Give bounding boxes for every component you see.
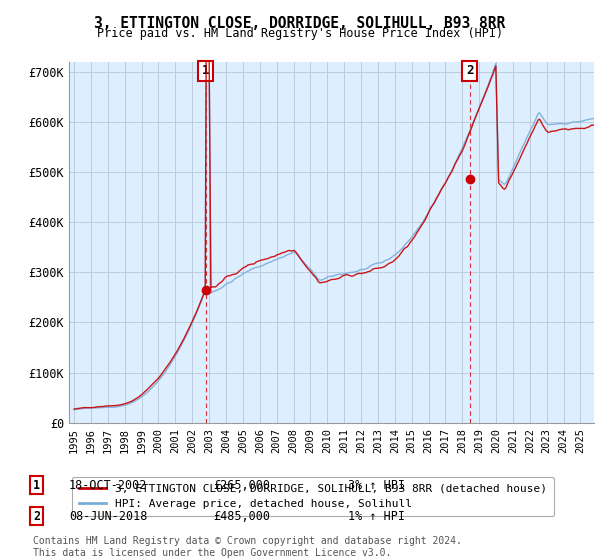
Text: 2: 2 [33,510,40,522]
Text: 08-JUN-2018: 08-JUN-2018 [69,510,148,522]
Text: 18-OCT-2002: 18-OCT-2002 [69,479,148,492]
Text: 1% ↑ HPI: 1% ↑ HPI [348,510,405,522]
Text: 1: 1 [33,479,40,492]
Text: Contains HM Land Registry data © Crown copyright and database right 2024.
This d: Contains HM Land Registry data © Crown c… [33,536,462,558]
Text: £265,000: £265,000 [213,479,270,492]
Text: 2: 2 [466,64,473,77]
Text: 3% ↑ HPI: 3% ↑ HPI [348,479,405,492]
Text: 1: 1 [202,64,209,77]
Text: £485,000: £485,000 [213,510,270,522]
Text: 3, ETTINGTON CLOSE, DORRIDGE, SOLIHULL, B93 8RR: 3, ETTINGTON CLOSE, DORRIDGE, SOLIHULL, … [94,16,506,31]
Text: Price paid vs. HM Land Registry's House Price Index (HPI): Price paid vs. HM Land Registry's House … [97,27,503,40]
Legend: 3, ETTINGTON CLOSE, DORRIDGE, SOLIHULL, B93 8RR (detached house), HPI: Average p: 3, ETTINGTON CLOSE, DORRIDGE, SOLIHULL, … [72,477,554,516]
